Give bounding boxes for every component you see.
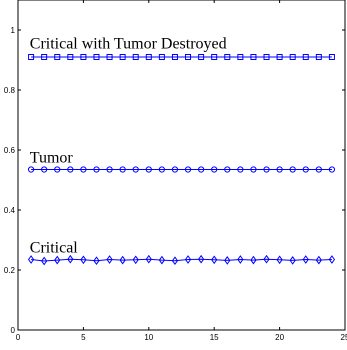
data-point <box>328 166 336 173</box>
data-point <box>185 54 192 60</box>
data-point <box>328 255 336 264</box>
series-labels: Critical with Tumor Destroyed Tumor Critic… <box>30 36 227 257</box>
x-tick-label: 15 <box>210 333 219 342</box>
data-point <box>27 255 35 264</box>
data-point <box>237 166 244 173</box>
data-point <box>302 255 309 264</box>
y-tick-label: 0.4 <box>4 206 16 215</box>
data-point <box>106 54 113 60</box>
data-point <box>315 255 322 265</box>
data-point <box>224 256 231 265</box>
data-point <box>93 256 100 266</box>
x-tick-label: 0 <box>16 333 21 342</box>
x-axis: 0 5 10 15 20 25 <box>16 0 347 342</box>
data-point <box>224 166 231 173</box>
data-point <box>119 166 126 173</box>
data-point <box>119 255 126 265</box>
x-tick-label: 25 <box>341 333 347 342</box>
data-point <box>67 166 74 173</box>
data-point <box>237 54 244 60</box>
data-point <box>145 254 152 264</box>
data-point <box>145 54 152 60</box>
data-point <box>198 54 205 60</box>
data-point <box>224 54 231 60</box>
data-point <box>41 54 48 60</box>
y-tick-label: 0.6 <box>4 146 16 155</box>
x-tick-label: 20 <box>275 333 284 342</box>
data-point <box>276 255 283 265</box>
data-point <box>263 166 270 173</box>
data-point <box>211 255 218 265</box>
y-tick-label: 1 <box>11 26 16 35</box>
x-tick-label: 10 <box>144 333 153 342</box>
data-point <box>263 54 270 60</box>
data-point <box>93 166 100 173</box>
series-square <box>28 54 335 60</box>
data-point <box>276 166 283 173</box>
data-point <box>198 254 205 264</box>
data-point <box>158 166 165 173</box>
data-point <box>28 54 35 60</box>
data-point <box>171 54 178 60</box>
data-point <box>211 166 218 173</box>
data-point <box>171 166 179 173</box>
data-point <box>132 54 139 60</box>
data-point <box>250 166 257 173</box>
data-point <box>54 255 61 265</box>
data-point <box>289 166 296 173</box>
y-axis: 0 0.2 0.4 0.6 0.8 1 <box>4 26 345 335</box>
series-label: Critical with Tumor Destroyed <box>30 36 227 53</box>
data-point <box>328 54 335 60</box>
data-point <box>27 166 35 173</box>
data-point <box>302 166 309 173</box>
data-point <box>80 54 87 60</box>
data-point <box>80 166 87 173</box>
y-tick-label: 0.2 <box>4 266 16 275</box>
data-point <box>289 256 296 265</box>
data-point <box>80 255 87 265</box>
data-point <box>41 166 48 173</box>
data-point <box>54 54 61 60</box>
data-point <box>67 254 74 264</box>
data-point <box>315 54 322 60</box>
y-tick-label: 0 <box>11 326 16 335</box>
series-diamond <box>27 254 336 266</box>
data-point <box>41 256 48 266</box>
data-point <box>315 166 322 173</box>
series-label: Critical <box>30 240 79 257</box>
data-point <box>184 255 192 264</box>
data-point <box>171 256 179 266</box>
data-point <box>106 255 113 264</box>
data-point <box>158 54 165 60</box>
data-point <box>198 166 205 173</box>
data-point <box>119 54 126 60</box>
series-circle <box>27 166 336 173</box>
data-point <box>263 254 270 264</box>
data-point <box>106 166 113 173</box>
data-point <box>54 166 61 173</box>
data-point <box>276 54 283 60</box>
data-point <box>67 54 74 60</box>
data-point <box>289 54 296 60</box>
y-tick-label: 0.8 <box>4 86 16 95</box>
data-point <box>250 255 257 265</box>
series-label: Tumor <box>30 150 74 167</box>
data-point <box>93 54 100 60</box>
data-point <box>250 54 257 60</box>
data-point <box>145 166 152 173</box>
x-tick-label: 5 <box>81 333 86 342</box>
data-point <box>302 54 309 60</box>
data-point <box>237 255 244 264</box>
data-point <box>132 166 139 173</box>
data-point <box>132 255 139 265</box>
series-group <box>27 54 336 266</box>
data-point <box>184 166 192 173</box>
data-point <box>211 54 218 60</box>
data-point <box>158 255 165 265</box>
